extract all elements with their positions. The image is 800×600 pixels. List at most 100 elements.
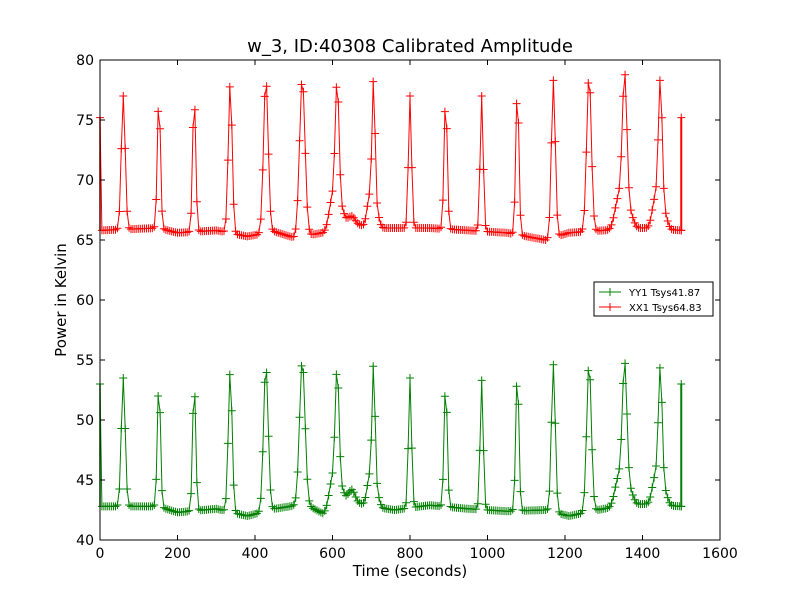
data-point [438,475,447,484]
data-point [648,206,657,215]
data-point [477,376,486,385]
data-point [516,211,525,220]
data-point [156,408,165,417]
data-point [221,215,230,224]
data-point [479,165,488,174]
data-point [551,419,560,428]
data-point [270,227,279,236]
data-point [303,475,312,484]
data-point [642,223,651,232]
data-point [409,218,418,227]
data-point [580,488,589,497]
data-point [183,228,192,237]
chart-title: w_3, ID:40308 Calibrated Amplitude [247,36,573,57]
data-point [163,505,172,514]
data-point [650,195,659,204]
data-point [361,493,370,502]
data-point [194,225,203,234]
data-point [121,144,130,153]
data-point [262,82,271,91]
data-point [603,225,612,234]
data-point [621,359,630,368]
data-point [363,481,372,490]
data-point [547,418,556,427]
data-point [613,194,622,203]
data-point [293,467,302,476]
legend-label: YY1 Tsys41.87 [628,288,700,299]
data-point [592,225,600,234]
data-point [194,504,203,513]
data-point [345,212,354,221]
data-point [553,211,562,220]
data-point [148,224,157,233]
data-point [332,370,341,379]
data-point [167,506,176,515]
data-point [588,445,597,454]
data-point [299,368,308,377]
data-point [440,107,449,116]
data-point [444,207,453,216]
data-point [159,503,168,512]
data-point [543,504,552,513]
legend-swatch-marker [606,303,614,311]
data-point [280,230,289,239]
series-layer [96,70,686,520]
data-point [169,507,178,516]
data-point [367,154,376,163]
data-point [582,148,591,157]
data-point [508,505,517,514]
data-point [603,503,612,512]
data-point [283,231,292,240]
data-point [225,82,234,91]
data-point [227,121,236,130]
data-point [159,224,168,233]
data-point [617,152,626,161]
data-point [336,452,345,461]
data-point [628,213,637,222]
y-axis-label: Power in Kelvin [52,243,70,357]
data-point [227,406,236,415]
data-point [654,418,662,427]
data-point [677,226,686,235]
data-point [609,213,618,222]
data-point [150,501,159,510]
data-point [543,233,552,242]
data-point [623,125,631,134]
data-point [661,209,670,218]
data-point [264,432,273,441]
data-point [435,502,444,511]
data-point [438,196,447,205]
ticks-layer: 0 200 400 600 800 1000 1200 1400 1600 40 45 50 55 60 6… [76,53,738,562]
data-point [324,491,333,500]
data-point [324,210,333,219]
y-tick-label: 65 [76,233,94,249]
data-point [316,508,325,517]
data-point [442,124,451,133]
data-point [667,501,676,510]
data-point [158,486,166,495]
data-point [677,113,686,122]
data-point [659,463,668,472]
data-point [268,502,277,511]
data-point [621,70,630,79]
data-point [605,502,614,511]
data-point [404,444,413,453]
data-point [289,500,298,509]
data-point [357,499,366,508]
data-point [605,224,614,233]
data-point [644,498,653,507]
data-point [220,505,228,514]
data-point [630,218,639,227]
series-0 [96,359,686,520]
data-point [347,211,356,220]
data-point [338,202,347,211]
data-point [152,475,161,484]
data-point [326,198,335,207]
legend-label: XX1 Tsys64.83 [629,303,702,314]
data-point [663,493,672,502]
data-point [192,197,201,206]
data-point [272,228,281,237]
x-tick-label: 1000 [470,546,506,562]
data-point [402,498,411,507]
